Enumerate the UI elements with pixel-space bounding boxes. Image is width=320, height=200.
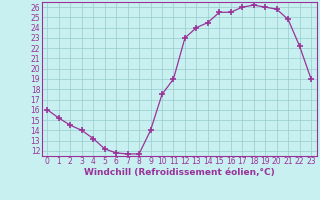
X-axis label: Windchill (Refroidissement éolien,°C): Windchill (Refroidissement éolien,°C) (84, 168, 275, 177)
